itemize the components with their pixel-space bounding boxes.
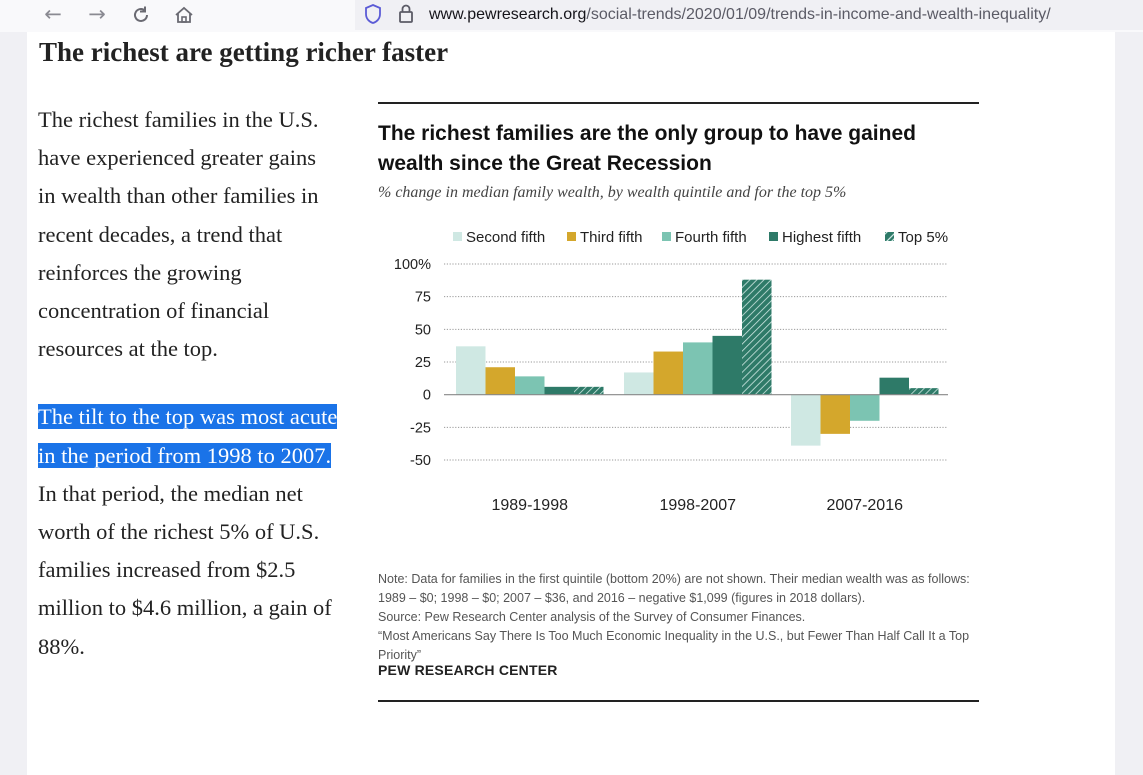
legend-top-5pct: Top 5% xyxy=(885,229,948,247)
page-content: The richest are getting richer faster Th… xyxy=(27,32,1115,775)
bar-second-fifth-2007-2016 xyxy=(791,394,821,446)
bar-top-5--1998-2007 xyxy=(742,279,772,395)
browser-toolbar: ← → www.pewresearch.org/social-trends/20… xyxy=(0,0,1143,32)
y-tick-label: 50 xyxy=(415,322,431,338)
legend-fourth-fifth: Fourth fifth xyxy=(662,229,747,247)
bar-top-5--1989-1998 xyxy=(574,386,604,395)
chart-notes: Note: Data for families in the first qui… xyxy=(378,570,978,665)
x-tick-label: 2007-2016 xyxy=(826,497,903,514)
tracking-shield-icon[interactable] xyxy=(363,3,383,30)
chart-credit: PEW RESEARCH CENTER xyxy=(378,662,558,678)
x-tick-label: 1989-1998 xyxy=(491,497,568,514)
back-arrow-icon[interactable]: ← xyxy=(44,2,62,26)
article-body: The richest families in the U.S. have ex… xyxy=(38,101,338,666)
article-paragraph-2: The tilt to the top was most acute in th… xyxy=(38,398,338,665)
selected-text: The tilt to the top was most acute in th… xyxy=(38,404,338,468)
chart-source: Source: Pew Research Center analysis of … xyxy=(378,610,806,624)
y-tick-label: 0 xyxy=(423,388,431,404)
url-text[interactable]: www.pewresearch.org/social-trends/2020/0… xyxy=(429,6,1051,24)
legend-swatch xyxy=(885,232,894,241)
legend-swatch xyxy=(567,232,576,241)
bar-fourth-fifth-2007-2016 xyxy=(850,394,880,421)
y-tick-label: -25 xyxy=(410,420,431,436)
bar-chart: 100% 75 50 25 0 -25 -50 1989-1998 1998-2007 2007-… xyxy=(394,257,948,514)
url-host: www.pewresearch.org xyxy=(429,6,587,23)
bar-highest-fifth-2007-2016 xyxy=(879,377,909,395)
y-tick-label: 25 xyxy=(415,355,431,371)
y-tick-label: -50 xyxy=(410,453,431,469)
legend-highest-fifth: Highest fifth xyxy=(769,229,861,247)
article-headline: The richest are getting richer faster xyxy=(39,37,449,67)
lock-icon[interactable] xyxy=(397,3,415,30)
bar-highest-fifth-1989-1998 xyxy=(544,386,574,395)
paragraph-2-rest: In that period, the median net worth of … xyxy=(38,480,332,659)
legend-label: Top 5% xyxy=(898,229,949,246)
bar-highest-fifth-1998-2007 xyxy=(712,335,742,395)
reload-icon[interactable] xyxy=(128,2,154,28)
legend-label: Third fifth xyxy=(580,229,643,246)
bar-second-fifth-1989-1998 xyxy=(456,346,486,395)
legend-second-fifth: Second fifth xyxy=(453,229,545,247)
chart-note: Note: Data for families in the first qui… xyxy=(378,572,970,605)
y-tick-label: 75 xyxy=(415,290,431,306)
figure-top-rule xyxy=(378,102,979,104)
legend-label: Fourth fifth xyxy=(675,229,747,246)
figure-bottom-rule xyxy=(378,700,979,702)
y-tick-label: 100% xyxy=(394,257,431,273)
bar-fourth-fifth-1998-2007 xyxy=(683,342,713,395)
url-path: /social-trends/2020/01/09/trends-in-inco… xyxy=(586,6,1051,23)
chart-title: The richest families are the only group … xyxy=(378,122,916,175)
bar-third-fifth-1989-1998 xyxy=(485,367,515,395)
forward-arrow-icon[interactable]: → xyxy=(88,2,106,26)
legend-label: Second fifth xyxy=(466,229,546,246)
chart-subtitle: % change in median family wealth, by wea… xyxy=(378,184,847,201)
bar-third-fifth-1998-2007 xyxy=(653,351,683,395)
bar-fourth-fifth-1989-1998 xyxy=(515,376,545,395)
article-paragraph-1: The richest families in the U.S. have ex… xyxy=(38,107,319,362)
x-tick-label: 1998-2007 xyxy=(659,497,736,514)
home-icon[interactable] xyxy=(171,2,197,28)
legend-label: Highest fifth xyxy=(782,229,862,246)
chart-report-title: “Most Americans Say There Is Too Much Ec… xyxy=(378,629,970,662)
legend-swatch xyxy=(453,232,462,241)
chart-figure: The richest families are the only group … xyxy=(378,102,979,702)
bar-third-fifth-2007-2016 xyxy=(820,394,850,434)
address-bar[interactable]: www.pewresearch.org/social-trends/2020/0… xyxy=(355,0,1143,30)
bar-second-fifth-1998-2007 xyxy=(624,372,654,395)
bar-top-5--2007-2016 xyxy=(909,388,939,395)
legend-swatch xyxy=(662,232,671,241)
legend-third-fifth: Third fifth xyxy=(567,229,643,247)
legend-swatch xyxy=(769,232,778,241)
